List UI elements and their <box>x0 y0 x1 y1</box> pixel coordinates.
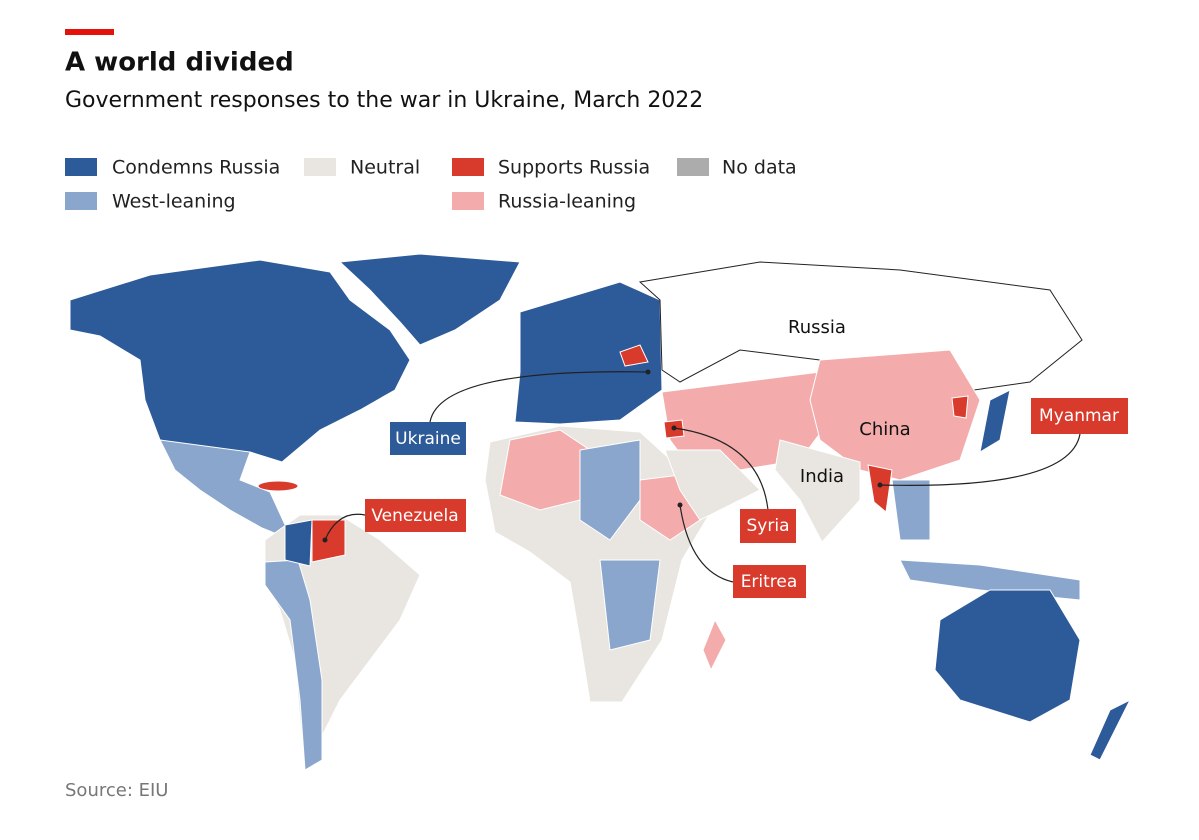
leader-dot <box>877 482 883 488</box>
leader-line <box>679 504 734 583</box>
leader-line <box>673 427 769 511</box>
leader-line <box>879 433 1081 486</box>
legend-swatch <box>452 158 484 176</box>
legend-swatch <box>452 192 484 210</box>
legend-label: Russia-leaning <box>498 191 636 213</box>
subtitle: Government responses to the war in Ukrai… <box>65 88 703 113</box>
myanmar <box>867 464 893 513</box>
madagascar <box>702 618 727 672</box>
map-label: India <box>800 466 844 487</box>
legend-label: No data <box>722 157 797 179</box>
legend-label: Supports Russia <box>498 157 650 179</box>
europe <box>514 281 663 425</box>
callout-label: Eritrea <box>741 572 798 592</box>
callout-box <box>733 565 806 598</box>
legend-swatch <box>304 158 336 176</box>
source: Source: EIU <box>65 780 168 801</box>
leader-line <box>324 513 366 541</box>
colombia <box>284 519 313 567</box>
legend-swatch <box>65 158 97 176</box>
arabia <box>664 449 761 521</box>
australia <box>934 589 1081 723</box>
callout-box <box>390 422 466 455</box>
accent-bar <box>65 29 114 35</box>
title: A world divided <box>65 48 294 78</box>
legend-label: Neutral <box>350 157 420 179</box>
belarus <box>619 344 649 367</box>
legend-swatch <box>677 158 709 176</box>
callout-box <box>365 499 466 532</box>
callout-label: Venezuela <box>371 506 458 526</box>
andean-countries <box>264 559 323 771</box>
callout-label: Syria <box>747 516 790 536</box>
callouts: Ukraine Venezuela Syria Eritrea Myanmar <box>322 369 1128 598</box>
west-africa <box>499 429 591 511</box>
greenland <box>338 253 521 346</box>
world-map <box>69 253 1132 772</box>
leader-dot <box>645 369 651 375</box>
japan <box>979 389 1011 454</box>
leader-dot <box>677 502 683 508</box>
legend-label: Condemns Russia <box>112 157 280 179</box>
southern-africa <box>599 559 661 651</box>
legend-swatch <box>65 192 97 210</box>
india <box>774 439 861 543</box>
venezuela <box>311 519 346 563</box>
leader-dot <box>671 425 677 431</box>
new-zealand <box>1089 698 1132 761</box>
north-america <box>69 259 411 463</box>
legend-label: West-leaning <box>112 191 236 213</box>
leader-line <box>429 371 649 423</box>
southeast-asia <box>891 479 931 541</box>
callout-box <box>1031 398 1128 434</box>
cuba <box>257 480 299 492</box>
leader-dot <box>322 537 328 543</box>
central-africa <box>579 439 641 541</box>
legend: Condemns Russia West-leaning Neutral Sup… <box>65 157 797 213</box>
callout-box <box>740 509 796 543</box>
callout-label: Myanmar <box>1039 406 1119 426</box>
north-korea <box>951 395 969 419</box>
map-label: China <box>859 419 910 440</box>
callout-label: Ukraine <box>395 429 461 449</box>
map-label: Russia <box>788 317 846 338</box>
